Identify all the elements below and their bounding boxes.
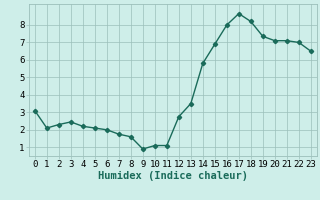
X-axis label: Humidex (Indice chaleur): Humidex (Indice chaleur) bbox=[98, 171, 248, 181]
